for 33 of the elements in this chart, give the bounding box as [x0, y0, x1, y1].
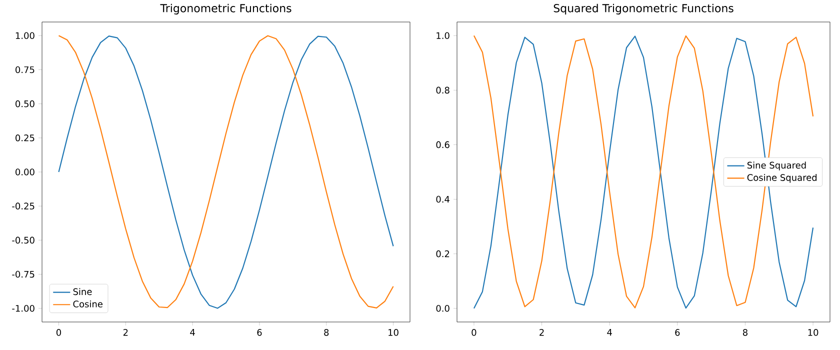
y-tick-label: 0.4	[436, 196, 450, 203]
y-tick-label: 0.50	[16, 100, 34, 108]
x-tick-label: 10	[808, 329, 818, 336]
y-tick-label: 0.6	[436, 141, 450, 148]
y-tick-label: -0.75	[12, 270, 34, 278]
x-tick-label: 8	[742, 329, 748, 336]
y-tick-label: 0.2	[436, 250, 450, 258]
legend-label: Cosine Squared	[747, 174, 817, 183]
y-tick-label: 0.75	[16, 66, 34, 74]
x-tick-label: 4	[190, 329, 195, 336]
legend-label: Sine	[73, 288, 92, 296]
y-tick-label: 0.25	[16, 134, 34, 142]
chart-title: Squared Trigonometric Functions	[554, 4, 734, 14]
x-tick-label: 10	[388, 329, 398, 336]
x-tick-label: 0	[56, 329, 62, 336]
y-tick-label: 0.00	[16, 168, 34, 176]
y-tick-label: -1.00	[12, 304, 34, 312]
y-tick-label: 0.8	[436, 86, 450, 94]
legend-label: Cosine	[73, 300, 102, 308]
y-tick-label: 1.0	[436, 32, 450, 40]
x-tick-label: 2	[540, 329, 544, 336]
x-tick-label: 2	[123, 329, 128, 336]
y-tick-label: 0.0	[436, 304, 450, 312]
x-tick-label: 0	[472, 329, 476, 336]
x-tick-label: 6	[675, 329, 680, 336]
chart-title: Trigonometric Functions	[160, 4, 292, 14]
x-tick-label: 4	[607, 329, 612, 336]
y-tick-label: -0.50	[12, 236, 34, 244]
legend-label: Sine Squared	[747, 162, 806, 170]
x-tick-label: 8	[324, 329, 329, 336]
x-tick-label: 6	[257, 329, 262, 336]
y-tick-label: 1.00	[16, 32, 34, 40]
y-tick-label: -0.25	[12, 202, 34, 210]
